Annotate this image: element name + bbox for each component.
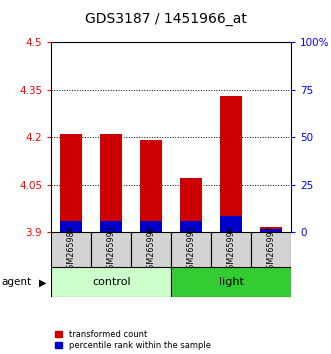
Bar [100, 221, 122, 232]
Bar [260, 229, 282, 232]
FancyBboxPatch shape [51, 267, 171, 297]
Text: light: light [219, 277, 244, 287]
Text: agent: agent [2, 277, 32, 287]
Bar [260, 227, 282, 232]
Text: GSM265996: GSM265996 [227, 225, 236, 274]
FancyBboxPatch shape [211, 232, 251, 267]
FancyBboxPatch shape [131, 232, 171, 267]
FancyBboxPatch shape [251, 232, 291, 267]
Legend: transformed count, percentile rank within the sample: transformed count, percentile rank withi… [56, 330, 211, 350]
FancyBboxPatch shape [171, 232, 211, 267]
Text: GSM265998: GSM265998 [147, 225, 156, 274]
Text: GSM265993: GSM265993 [107, 225, 116, 274]
FancyBboxPatch shape [171, 267, 291, 297]
Bar [180, 178, 202, 232]
Text: GDS3187 / 1451966_at: GDS3187 / 1451966_at [84, 12, 247, 27]
Bar [180, 221, 202, 232]
Bar [60, 134, 82, 232]
Bar [220, 216, 242, 232]
Bar [140, 140, 162, 232]
Text: control: control [92, 277, 131, 287]
Bar [140, 221, 162, 232]
FancyBboxPatch shape [51, 232, 91, 267]
Text: GSM265995: GSM265995 [187, 225, 196, 274]
Bar [100, 134, 122, 232]
FancyBboxPatch shape [91, 232, 131, 267]
Text: GSM265984: GSM265984 [67, 225, 76, 274]
Bar [60, 221, 82, 232]
Bar [220, 96, 242, 232]
Text: ▶: ▶ [39, 277, 47, 287]
Text: GSM265997: GSM265997 [267, 225, 276, 274]
